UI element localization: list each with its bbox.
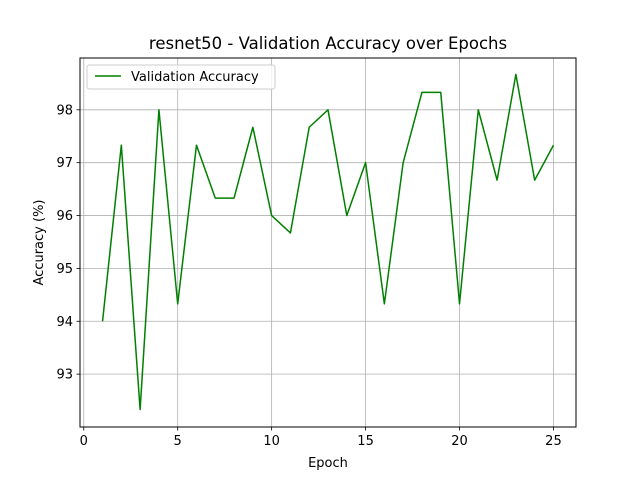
series-line-validation-accuracy — [101, 73, 555, 411]
chart-title: resnet50 - Validation Accuracy over Epoc… — [149, 34, 507, 53]
y-tick-label: 93 — [56, 368, 73, 383]
x-tick-label: 0 — [80, 434, 88, 449]
x-axis-label: Epoch — [308, 456, 348, 471]
y-tick-label: 97 — [56, 156, 73, 171]
x-tick-label: 20 — [451, 434, 468, 449]
plot-frame — [79, 57, 577, 428]
x-tick-label: 5 — [174, 434, 182, 449]
y-tick-label: 96 — [56, 209, 73, 224]
ticks: 0 5 10 15 20 25 93 94 95 96 97 98 — [56, 103, 561, 449]
y-tick-label: 95 — [56, 262, 73, 277]
y-tick-label: 98 — [56, 103, 73, 118]
grid — [80, 58, 576, 427]
legend: Validation Accuracy — [86, 64, 276, 90]
series-layer — [101, 73, 555, 411]
x-tick-label: 10 — [263, 434, 280, 449]
x-tick-label: 25 — [545, 434, 562, 449]
legend-label-validation-accuracy: Validation Accuracy — [131, 70, 259, 85]
y-axis-label: Accuracy (%) — [32, 200, 47, 286]
x-tick-label: 15 — [357, 434, 374, 449]
legend-box — [86, 64, 276, 90]
y-tick-label: 94 — [56, 315, 73, 330]
